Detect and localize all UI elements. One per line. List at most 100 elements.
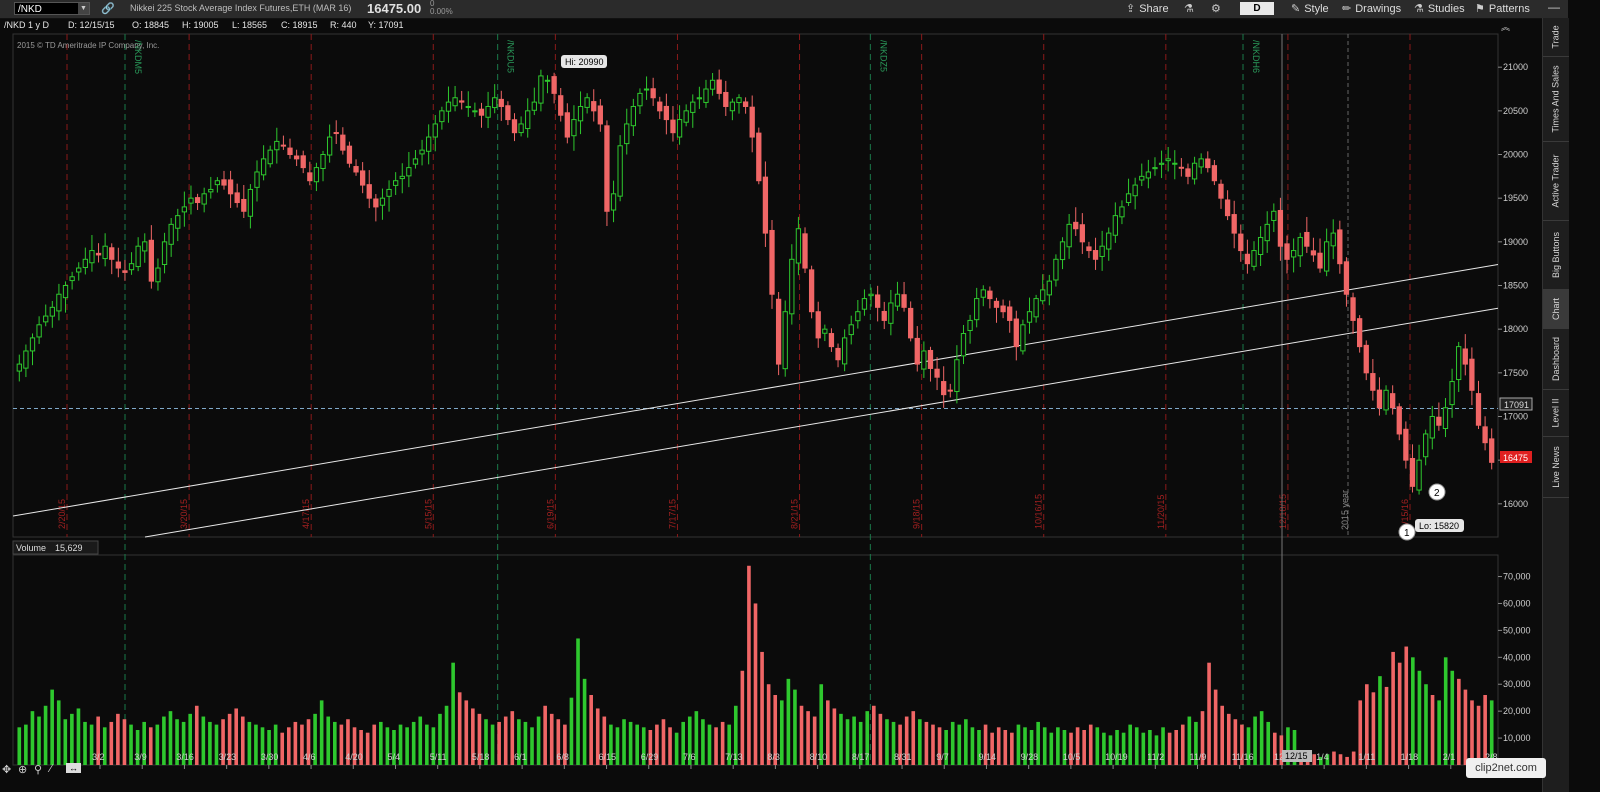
volume-bar: [924, 721, 929, 765]
pattern-marker-2[interactable]: 2: [1428, 483, 1446, 501]
price-tick-label: 18500: [1503, 281, 1528, 291]
volume-bar: [142, 721, 146, 765]
candle-body: [1290, 250, 1297, 258]
collapse-up-icon[interactable]: ︽: [1501, 22, 1511, 32]
candle-body: [1033, 298, 1039, 318]
share-button[interactable]: ⇪ Share: [1126, 1, 1169, 17]
volume-bar: [977, 730, 981, 765]
volume-bar: [996, 727, 1001, 765]
date-tick-label: 2/8: [1485, 752, 1498, 762]
price-tick-label: 19000: [1503, 237, 1528, 247]
candle-body: [353, 166, 359, 173]
candle-body: [1264, 223, 1270, 242]
price-pane[interactable]: [12, 33, 1499, 538]
volume-bar: [1095, 727, 1100, 765]
candle-body: [1356, 318, 1363, 348]
volume-bar: [576, 638, 580, 765]
volume-tick-label: 60,000: [1503, 598, 1531, 608]
volume-bar: [510, 711, 515, 765]
volume-header-box[interactable]: [12, 540, 99, 555]
symbol-input[interactable]: /NKD: [14, 2, 90, 15]
candle-body: [82, 258, 88, 269]
share-icon: ⇪: [1126, 3, 1136, 15]
chart-area[interactable]: 2/20/15 3/20/15 4/17/15 5/15/15 6/19/15 7/17/…: [0, 0, 1542, 792]
settings-button[interactable]: ⚙: [1211, 1, 1225, 17]
zoom-icon[interactable]: ⊕: [18, 764, 28, 776]
candle-body: [723, 91, 729, 107]
candle-body: [1383, 389, 1389, 411]
candle-body: [1482, 426, 1488, 444]
candle-body: [485, 105, 491, 118]
period-divider-label: 1/15/16: [1400, 499, 1410, 529]
tab-live-news[interactable]: Live News: [1543, 437, 1569, 498]
candle-body: [756, 132, 762, 182]
volume-bar: [37, 716, 41, 765]
tab-level-ii[interactable]: Level II: [1543, 390, 1569, 437]
volume-bar: [457, 692, 462, 765]
tab-dashboard-label: Dashboard: [1551, 336, 1561, 382]
tab-trade-label: Trade: [1551, 25, 1561, 49]
date-tick-label: 5/4: [387, 752, 400, 762]
volume-bar: [1102, 732, 1106, 765]
volume-bar: [1246, 727, 1251, 765]
last-price: 16475.00: [367, 1, 422, 16]
aggregation-select[interactable]: D: [1240, 2, 1274, 15]
volume-bar: [1088, 724, 1093, 765]
candle-body: [340, 134, 346, 151]
scroll-button[interactable]: ↔: [66, 763, 81, 773]
tab-active-trader[interactable]: Active Trader: [1543, 142, 1569, 221]
chart-title[interactable]: /NKD 1 y D: [4, 20, 50, 30]
volume-bar: [17, 727, 22, 765]
pattern-marker-1[interactable]: 1: [1398, 523, 1416, 541]
volume-bar: [1042, 727, 1047, 765]
period-divider-label: 11/20/15: [1156, 495, 1166, 529]
flask-button[interactable]: ⚗: [1184, 1, 1198, 17]
candle-body: [1304, 231, 1310, 247]
studies-button[interactable]: ⚗ Studies: [1414, 1, 1465, 17]
candle-body: [1462, 348, 1468, 365]
volume-bar: [714, 727, 718, 765]
quote-info-bar: /NKD 1 y D D: 12/15/15 O: 18845 H: 19005…: [0, 18, 1500, 32]
volume-bar: [379, 721, 383, 765]
candle-body: [452, 97, 458, 107]
tab-trade[interactable]: Trade: [1543, 18, 1569, 57]
volume-bar: [451, 662, 455, 765]
volume-bar: [1062, 730, 1067, 765]
candle-body: [703, 88, 709, 103]
link-icon[interactable]: 🔗: [101, 3, 115, 15]
tab-chart[interactable]: Chart: [1543, 290, 1569, 329]
tab-times-and-sales[interactable]: Times And Sales: [1543, 57, 1569, 142]
candle-body: [168, 223, 174, 245]
symbol-description: Nikkei 225 Stock Average Index Futures,E…: [130, 3, 352, 13]
date-tick-label: 7/13: [725, 752, 743, 762]
tab-big-buttons[interactable]: Big Buttons: [1543, 221, 1569, 290]
tab-dashboard[interactable]: Dashboard: [1543, 329, 1569, 390]
magnifier-icon[interactable]: ⚲: [34, 764, 43, 776]
candle-body: [1046, 280, 1052, 296]
style-button[interactable]: ✎ Style: [1291, 1, 1329, 17]
candle-body: [1198, 158, 1204, 168]
volume-bar: [43, 705, 48, 765]
date-tick-label: 8/31: [894, 752, 912, 762]
minimize-icon[interactable]: —: [1548, 0, 1560, 14]
candle-body: [115, 261, 121, 269]
volume-bar: [56, 700, 61, 765]
volume-bar: [983, 724, 988, 765]
date-tick-label: 1/18: [1401, 752, 1419, 762]
chevron-down-icon[interactable]: ▼: [78, 3, 89, 14]
volume-bar: [326, 716, 331, 765]
volume-bar: [1167, 732, 1172, 765]
candle-body: [399, 175, 405, 180]
trend-line-lower: [144, 307, 1499, 538]
volume-bar: [1154, 735, 1159, 765]
candle-body: [1403, 428, 1409, 461]
date-tick-label: 4/6: [303, 752, 316, 762]
candle-body: [1238, 233, 1244, 252]
volume-bar: [1082, 730, 1086, 765]
pan-icon[interactable]: ✥: [2, 764, 12, 776]
volume-bar: [339, 724, 344, 765]
volume-bar: [957, 724, 962, 765]
drawing-tool-icon[interactable]: ∕: [50, 763, 52, 775]
drawings-button[interactable]: ✏ Drawings: [1342, 1, 1401, 17]
patterns-button[interactable]: ⚑ Patterns: [1475, 1, 1530, 17]
